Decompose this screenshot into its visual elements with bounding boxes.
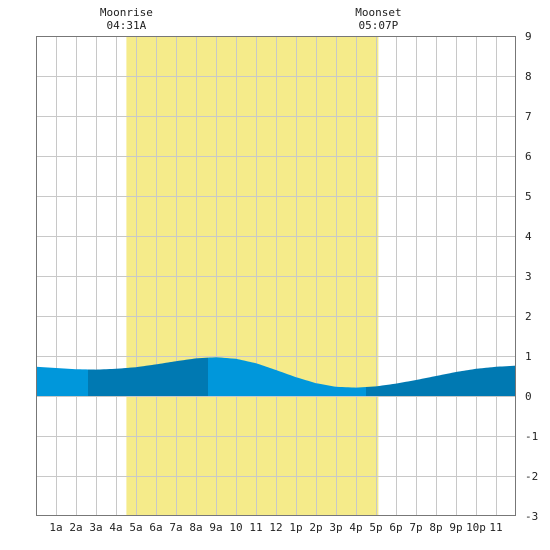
x-tick-label: 5a — [129, 521, 142, 534]
y-tick-label: 0 — [525, 390, 532, 403]
moon-event-time: 04:31A — [107, 19, 147, 32]
x-tick-label: 12 — [269, 521, 282, 534]
y-tick-label: -3 — [525, 510, 538, 523]
y-tick-label: -1 — [525, 430, 538, 443]
tide-area-segment — [88, 357, 208, 396]
tide-area-segment — [208, 357, 366, 396]
x-tick-label: 8p — [429, 521, 442, 534]
plot-frame — [36, 36, 516, 516]
y-tick-label: 1 — [525, 350, 532, 363]
x-tick-label: 4a — [109, 521, 122, 534]
y-tick-label: 3 — [525, 270, 532, 283]
x-tick-label: 1p — [289, 521, 302, 534]
y-tick-label: 8 — [525, 70, 532, 83]
x-tick-label: 6p — [389, 521, 402, 534]
x-tick-label: 10 — [229, 521, 242, 534]
x-tick-label: 6a — [149, 521, 162, 534]
x-tick-label: 9p — [449, 521, 462, 534]
x-tick-label: 7p — [409, 521, 422, 534]
x-tick-label: 1a — [49, 521, 62, 534]
x-tick-label: 10p — [466, 521, 486, 534]
x-tick-label: 5p — [369, 521, 382, 534]
tide-area-segment — [36, 366, 88, 396]
moon-event-label: Moonset — [355, 6, 401, 19]
x-tick-label: 8a — [189, 521, 202, 534]
x-tick-label: 11 — [489, 521, 502, 534]
y-tick-label: 6 — [525, 150, 532, 163]
y-tick-label: 2 — [525, 310, 532, 323]
y-tick-label: -2 — [525, 470, 538, 483]
x-tick-label: 4p — [349, 521, 362, 534]
moon-event-label: Moonrise — [100, 6, 153, 19]
y-tick-label: 9 — [525, 30, 532, 43]
x-tick-label: 11 — [249, 521, 262, 534]
y-tick-label: 4 — [525, 230, 532, 243]
y-tick-label: 5 — [525, 190, 532, 203]
moon-event-time: 05:07P — [359, 19, 399, 32]
x-tick-label: 2p — [309, 521, 322, 534]
x-tick-label: 3a — [89, 521, 102, 534]
x-tick-label: 7a — [169, 521, 182, 534]
x-tick-label: 9a — [209, 521, 222, 534]
x-tick-label: 3p — [329, 521, 342, 534]
tide-area-segment — [366, 365, 516, 396]
x-tick-label: 2a — [69, 521, 82, 534]
y-tick-label: 7 — [525, 110, 532, 123]
